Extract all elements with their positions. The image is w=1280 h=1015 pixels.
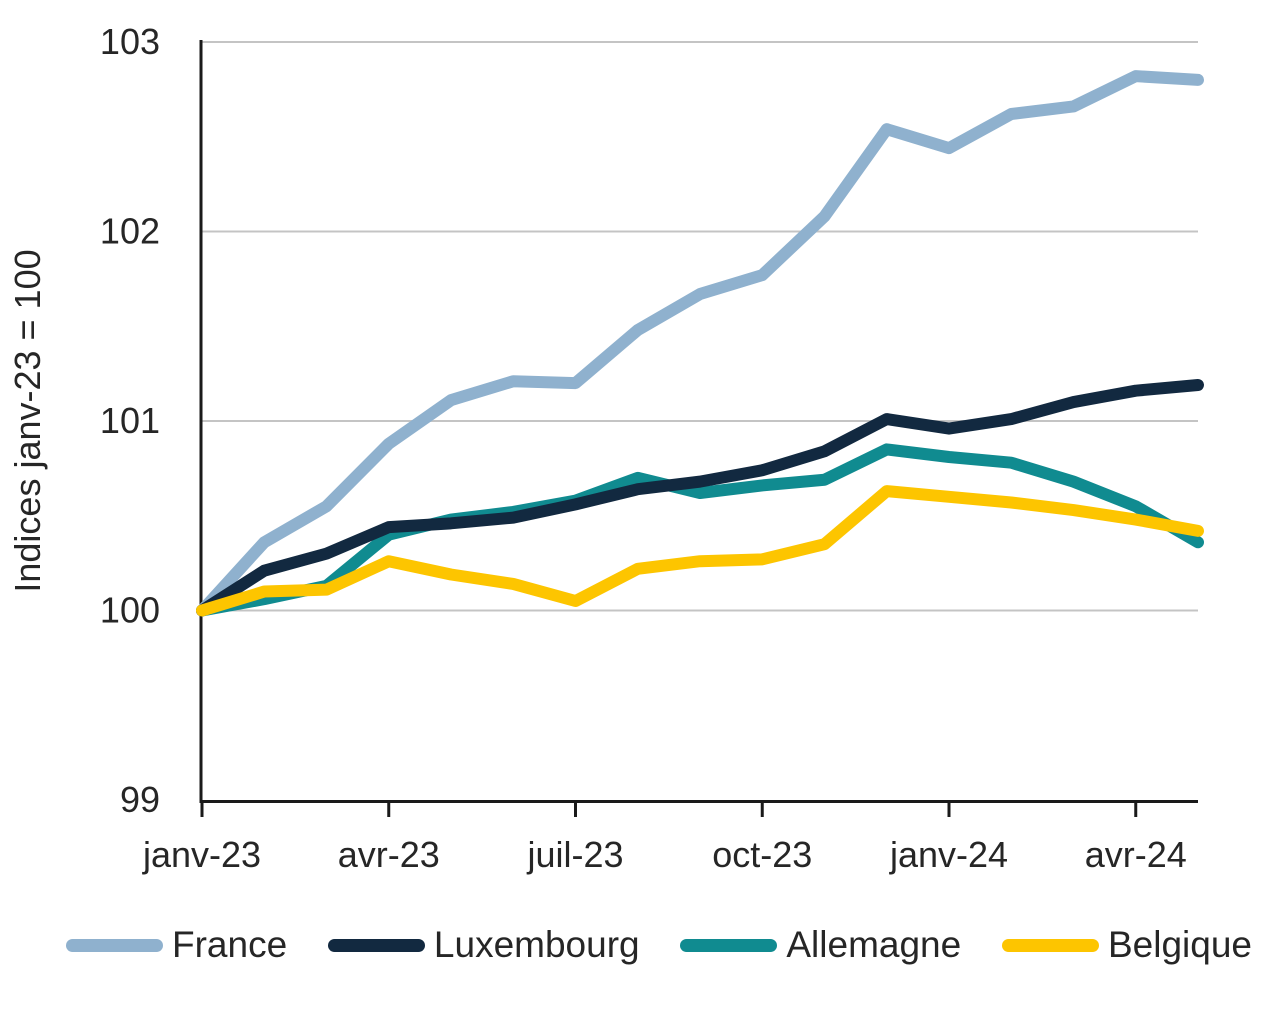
series-line-belgique xyxy=(196,485,1204,617)
legend-label-allemagne: Allemagne xyxy=(786,924,962,965)
legend-label-luxembourg: Luxembourg xyxy=(433,924,640,965)
y-tick-label-100: 100 xyxy=(100,590,160,631)
x-tick-label-avr-23: avr-23 xyxy=(338,834,440,875)
legend-item-luxembourg: Luxembourg xyxy=(327,924,640,966)
legend-swatch-luxembourg xyxy=(327,938,425,952)
legend-swatch-france xyxy=(66,938,163,952)
y-tick-label-102: 102 xyxy=(100,211,160,252)
chart-legend: France Luxembourg Allemagne Belgique xyxy=(66,924,1252,966)
line-chart-svg: Indices janv-23 = 100 103 102 101 100 99 janv… xyxy=(7,21,1204,875)
series-line-allemagne xyxy=(196,443,1204,617)
x-tick-label-janv-24: janv-24 xyxy=(889,834,1008,875)
series-line-france xyxy=(196,70,1204,617)
legend-item-belgique: Belgique xyxy=(1001,924,1252,966)
y-tick-label-103: 103 xyxy=(100,21,160,62)
legend-item-france: France xyxy=(66,924,287,966)
series-line-luxembourg xyxy=(196,378,1204,617)
legend-item-allemagne: Allemagne xyxy=(680,924,961,966)
legend-label-france: France xyxy=(172,924,288,965)
legend-swatch-belgique xyxy=(1001,938,1099,952)
x-tick-label-avr-24: avr-24 xyxy=(1085,834,1187,875)
legend-label-belgique: Belgique xyxy=(1107,924,1252,965)
x-tick-label-oct-23: oct-23 xyxy=(712,834,812,875)
y-tick-label-99: 99 xyxy=(120,779,160,820)
x-tick-label-juil-23: juil-23 xyxy=(526,834,623,875)
y-tick-label-101: 101 xyxy=(100,400,160,441)
y-axis-title: Indices janv-23 = 100 xyxy=(7,249,48,592)
x-tick-label-janv-23: janv-23 xyxy=(142,834,261,875)
legend-swatch-allemagne xyxy=(680,938,778,952)
